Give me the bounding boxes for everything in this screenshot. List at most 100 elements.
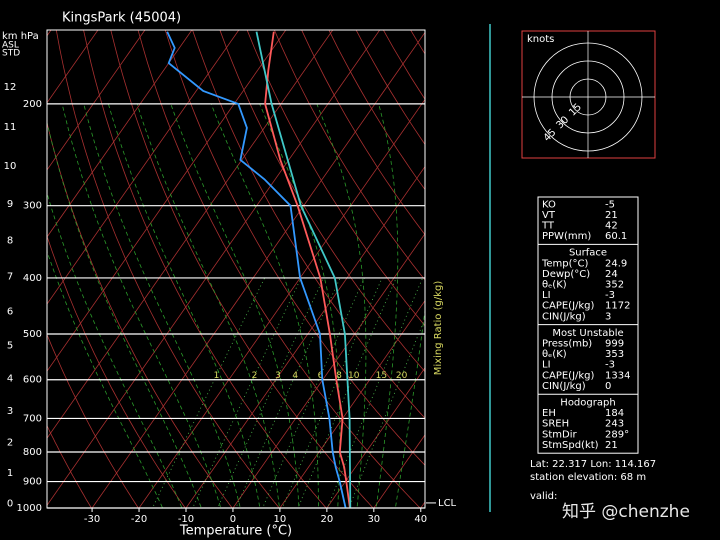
chart-title: KingsPark (45004)	[62, 11, 181, 26]
isotherm	[47, 30, 287, 372]
dry-adiabat	[273, 30, 425, 281]
dry-adiabat	[301, 30, 425, 236]
index-value: 1334	[605, 370, 630, 381]
hodograph-frame	[521, 30, 656, 159]
y-tick-label: 300	[23, 201, 42, 212]
y-units: km hPa	[2, 31, 39, 42]
isotherm	[373, 434, 425, 508]
x-tick-label: 0	[230, 514, 236, 525]
index-label: Press(mb)	[542, 339, 592, 350]
index-value: -5	[605, 199, 615, 210]
isotherm	[326, 367, 425, 508]
index-label: SREH	[542, 419, 569, 430]
moist-adiabat	[394, 306, 425, 508]
index-value: 0	[605, 381, 611, 392]
valid-label: valid:	[530, 491, 557, 502]
x-tick-label: 30	[367, 514, 380, 525]
index-label: PPW(mm)	[542, 231, 591, 242]
index-label: CAPE(J/kg)	[542, 301, 595, 312]
profile-line	[255, 31, 352, 508]
mixing-ratio-line	[217, 277, 325, 508]
mixing-ratio-label: 1	[214, 371, 220, 381]
section-heading: Hodograph	[560, 398, 615, 409]
index-label: Dewp(°C)	[542, 269, 590, 280]
isotherm	[185, 165, 425, 508]
index-value: 60.1	[605, 231, 627, 242]
km-tick-label: 0	[7, 498, 13, 509]
y-tick-label: 200	[23, 99, 42, 110]
index-value: 21	[605, 210, 618, 221]
index-label: θₑ(K)	[542, 349, 567, 360]
watermark: 知乎 @chenzhe	[562, 502, 690, 522]
km-tick-label: 6	[7, 306, 13, 317]
isotherm	[47, 30, 193, 238]
index-value: 999	[605, 339, 624, 350]
y-tick-label: 800	[23, 447, 42, 458]
index-value: -3	[605, 360, 615, 371]
hodograph-ring	[569, 78, 607, 116]
mixing-ratio-label: 10	[348, 371, 360, 381]
section-heading: Surface	[569, 248, 607, 259]
index-value: 184	[605, 408, 624, 419]
profile-line	[166, 31, 347, 508]
index-value: 352	[605, 280, 624, 291]
km-tick-label: 1	[7, 468, 13, 479]
index-label: TT	[541, 221, 555, 232]
index-value: 3	[605, 311, 611, 322]
dry-adiabat	[246, 30, 425, 327]
index-value: 353	[605, 349, 624, 360]
y-tick-label: 1000	[17, 503, 42, 514]
mixing-ratio-label: 4	[292, 371, 298, 381]
x-tick-label: 40	[414, 514, 427, 525]
x-axis-title: Temperature (°C)	[179, 524, 292, 539]
mixing-ratio-title: Mixing Ratio (g/kg)	[433, 281, 444, 376]
moist-adiabat	[47, 120, 202, 508]
mixing-ratio-line	[348, 317, 425, 508]
x-tick-label: -20	[131, 514, 147, 525]
table-frame	[537, 196, 639, 454]
km-tick-label: 4	[7, 374, 13, 385]
isotherm	[47, 30, 99, 104]
moist-adiabat	[136, 103, 280, 508]
index-value: 42	[605, 221, 618, 232]
index-label: LI	[542, 360, 551, 371]
x-tick-label: -30	[84, 514, 100, 525]
y-tick-label: 600	[23, 375, 42, 386]
mixing-ratio-label: 3	[275, 371, 281, 381]
index-label: LI	[542, 290, 551, 301]
km-tick-label: 11	[4, 122, 17, 133]
dry-adiabat	[164, 30, 425, 466]
plot-frame	[46, 29, 426, 509]
lcl-label: LCL	[438, 498, 457, 509]
index-value: 24	[605, 269, 618, 280]
section-heading: Most Unstable	[552, 328, 623, 339]
dry-adiabat	[192, 30, 425, 419]
index-label: Temp(°C)	[541, 258, 589, 269]
km-tick-label: 3	[7, 406, 13, 417]
index-label: EH	[542, 408, 556, 419]
mixing-ratio-line	[297, 277, 397, 508]
moist-adiabat	[61, 103, 222, 508]
y-tick-label: 900	[23, 477, 42, 488]
hodograph-ring	[533, 42, 643, 152]
y-tick-label: 700	[23, 413, 42, 424]
isotherm	[47, 30, 146, 171]
km-tick-label: 9	[7, 199, 13, 210]
moist-adiabat	[47, 191, 183, 508]
x-tick-label: -10	[178, 514, 194, 525]
hodograph-ring	[551, 60, 625, 134]
km-tick-label: 12	[4, 82, 17, 93]
x-tick-label: 10	[274, 514, 287, 525]
mixing-ratio-label: 6	[318, 371, 324, 381]
mixing-ratio-label: 20	[396, 371, 408, 381]
isotherm	[47, 30, 334, 439]
moist-adiabat	[259, 103, 341, 508]
profile-group	[255, 31, 352, 508]
index-label: CIN(J/kg)	[542, 311, 586, 322]
index-label: StmDir	[542, 429, 577, 440]
profile-line	[264, 31, 351, 508]
km-tick-label: 10	[4, 161, 17, 172]
index-label: θₑ(K)	[542, 280, 567, 291]
index-value: 243	[605, 419, 624, 430]
